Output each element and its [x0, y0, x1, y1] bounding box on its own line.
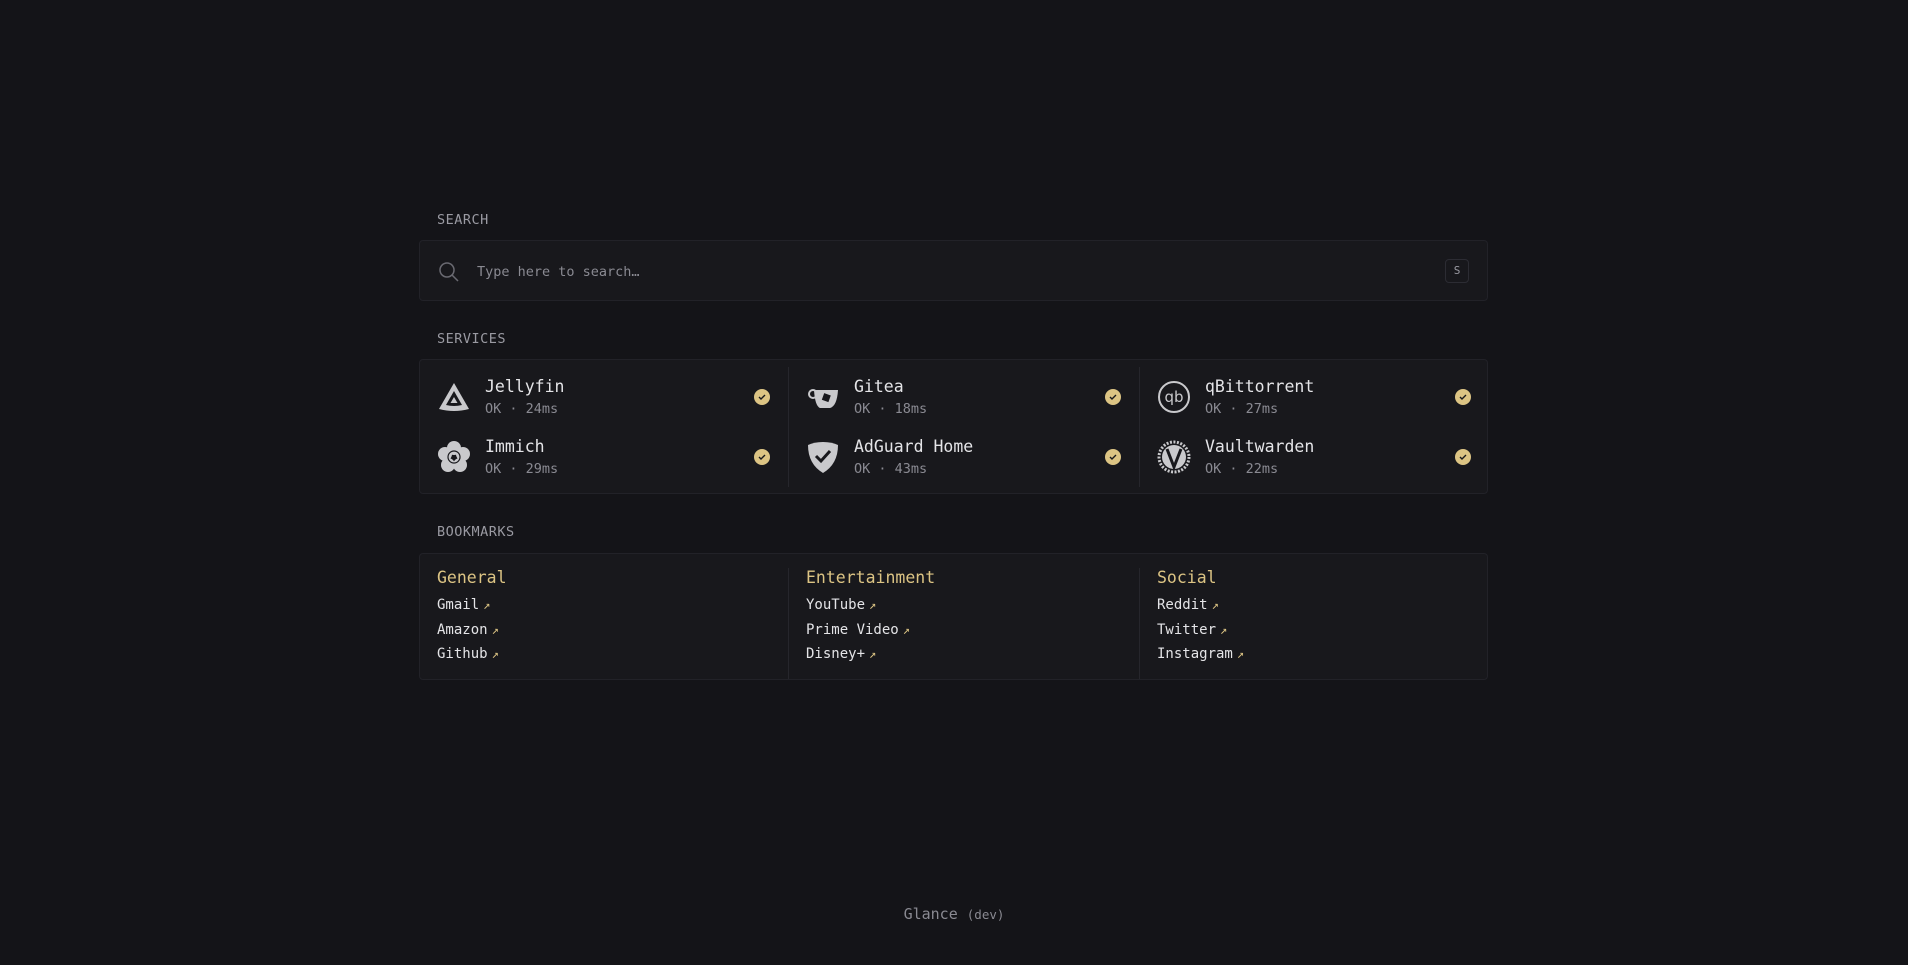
- bookmark-link[interactable]: Instagram ↗: [1157, 642, 1489, 667]
- services-section-label: SERVICES: [437, 331, 507, 347]
- check-icon: [758, 454, 766, 460]
- check-icon: [758, 394, 766, 400]
- vaultwarden-icon: [1157, 440, 1191, 474]
- qbittorrent-icon: qb: [1157, 380, 1191, 414]
- service-jellyfin[interactable]: Jellyfin OK · 24ms: [420, 367, 788, 427]
- bookmark-link[interactable]: Amazon ↗: [437, 618, 788, 643]
- bookmark-group-title: Entertainment: [806, 568, 936, 587]
- check-icon: [1459, 454, 1467, 460]
- bookmark-link-label: Instagram: [1157, 646, 1233, 662]
- bookmark-link-label: Disney+: [806, 646, 866, 662]
- services-panel: Jellyfin OK · 24ms Gitea OK · 18ms qb qB…: [419, 359, 1488, 494]
- bookmark-group-entertainment: Entertainment YouTube ↗ Prime Video ↗ Disney+…: [788, 568, 1139, 679]
- service-latency: 18ms: [894, 401, 928, 417]
- service-status: OK: [854, 461, 871, 477]
- adguard-icon: [806, 440, 840, 474]
- external-link-arrow-icon: ↗: [491, 647, 499, 661]
- status-ok-badge: [1455, 449, 1471, 465]
- bookmarks-panel: General Gmail ↗ Amazon ↗ Github ↗ Entertainment…: [419, 553, 1488, 680]
- external-link-arrow-icon: ↗: [1211, 598, 1219, 612]
- bookmark-group-title: General: [437, 568, 507, 587]
- check-icon: [1109, 394, 1117, 400]
- service-name: Vaultwarden: [1205, 437, 1315, 456]
- service-name: qBittorrent: [1205, 377, 1315, 396]
- external-link-arrow-icon: ↗: [902, 622, 910, 637]
- bookmark-link[interactable]: Reddit ↗: [1157, 593, 1489, 618]
- service-immich[interactable]: Immich OK · 29ms: [420, 427, 788, 487]
- service-latency: 24ms: [525, 401, 559, 417]
- service-status: OK: [1205, 461, 1222, 477]
- svg-text:qb: qb: [1164, 388, 1183, 406]
- status-ok-badge: [754, 389, 770, 405]
- external-link-arrow-icon: ↗: [869, 598, 877, 612]
- status-ok-badge: [1105, 389, 1121, 405]
- bookmark-group-general: General Gmail ↗ Amazon ↗ Github ↗: [420, 568, 788, 679]
- bookmark-link-label: YouTube: [806, 597, 866, 613]
- service-status: OK: [485, 401, 502, 417]
- bookmark-group-social: Social Reddit ↗ Twitter ↗ Instagram ↗: [1139, 568, 1489, 679]
- bookmarks-section-label: BOOKMARKS: [437, 524, 515, 540]
- service-name: Jellyfin: [485, 377, 565, 396]
- bookmark-link-label: Github: [437, 646, 488, 662]
- service-latency: 29ms: [525, 461, 559, 477]
- service-vaultwarden[interactable]: Vaultwarden OK · 22ms: [1139, 427, 1489, 487]
- service-latency: 22ms: [1245, 461, 1279, 477]
- external-link-arrow-icon: ↗: [491, 622, 499, 637]
- bookmark-link[interactable]: Disney+ ↗: [806, 642, 1139, 667]
- external-link-arrow-icon: ↗: [869, 647, 877, 661]
- bookmark-link-label: Gmail: [437, 597, 480, 613]
- service-status: OK: [854, 401, 871, 417]
- external-link-arrow-icon: ↗: [483, 598, 491, 612]
- bookmark-group-title: Social: [1157, 568, 1217, 587]
- status-ok-badge: [1105, 449, 1121, 465]
- immich-icon: [437, 440, 471, 474]
- search-box[interactable]: S: [419, 240, 1488, 301]
- footer-version: (dev): [966, 907, 1005, 922]
- service-status: OK: [1205, 401, 1222, 417]
- bookmark-link[interactable]: Gmail ↗: [437, 593, 788, 618]
- search-input[interactable]: [475, 259, 1379, 285]
- external-link-arrow-icon: ↗: [1220, 622, 1228, 637]
- jellyfin-icon: [437, 380, 471, 414]
- external-link-arrow-icon: ↗: [1236, 647, 1245, 661]
- bookmark-link-label: Twitter: [1157, 621, 1217, 638]
- gitea-icon: [806, 380, 840, 414]
- search-shortcut-key: S: [1445, 259, 1469, 283]
- service-status: OK: [485, 461, 502, 477]
- service-latency: 27ms: [1245, 401, 1279, 417]
- bookmark-link-label: Amazon: [437, 621, 488, 638]
- bookmark-link[interactable]: Twitter ↗: [1157, 618, 1489, 643]
- footer-app-name: Glance: [903, 905, 958, 923]
- check-icon: [1459, 394, 1467, 400]
- service-name: Immich: [485, 437, 545, 456]
- search-section-label: SEARCH: [437, 212, 489, 228]
- service-gitea[interactable]: Gitea OK · 18ms: [788, 367, 1139, 427]
- bookmark-link[interactable]: Prime Video ↗: [806, 618, 1139, 643]
- search-icon: [439, 262, 459, 282]
- status-ok-badge: [1455, 389, 1471, 405]
- bookmark-link[interactable]: YouTube ↗: [806, 593, 1139, 618]
- check-icon: [1109, 454, 1117, 460]
- bookmark-link-label: Prime Video: [806, 621, 899, 638]
- service-qbittorrent[interactable]: qb qBittorrent OK · 27ms: [1139, 367, 1489, 427]
- bookmark-link[interactable]: Github ↗: [437, 642, 788, 667]
- service-adguard-home[interactable]: AdGuard Home OK · 43ms: [788, 427, 1139, 487]
- service-name: Gitea: [854, 377, 904, 396]
- bookmark-link-label: Reddit: [1157, 597, 1208, 613]
- service-name: AdGuard Home: [854, 437, 974, 456]
- footer: Glance (dev): [0, 905, 1908, 923]
- service-latency: 43ms: [894, 461, 928, 477]
- status-ok-badge: [754, 449, 770, 465]
